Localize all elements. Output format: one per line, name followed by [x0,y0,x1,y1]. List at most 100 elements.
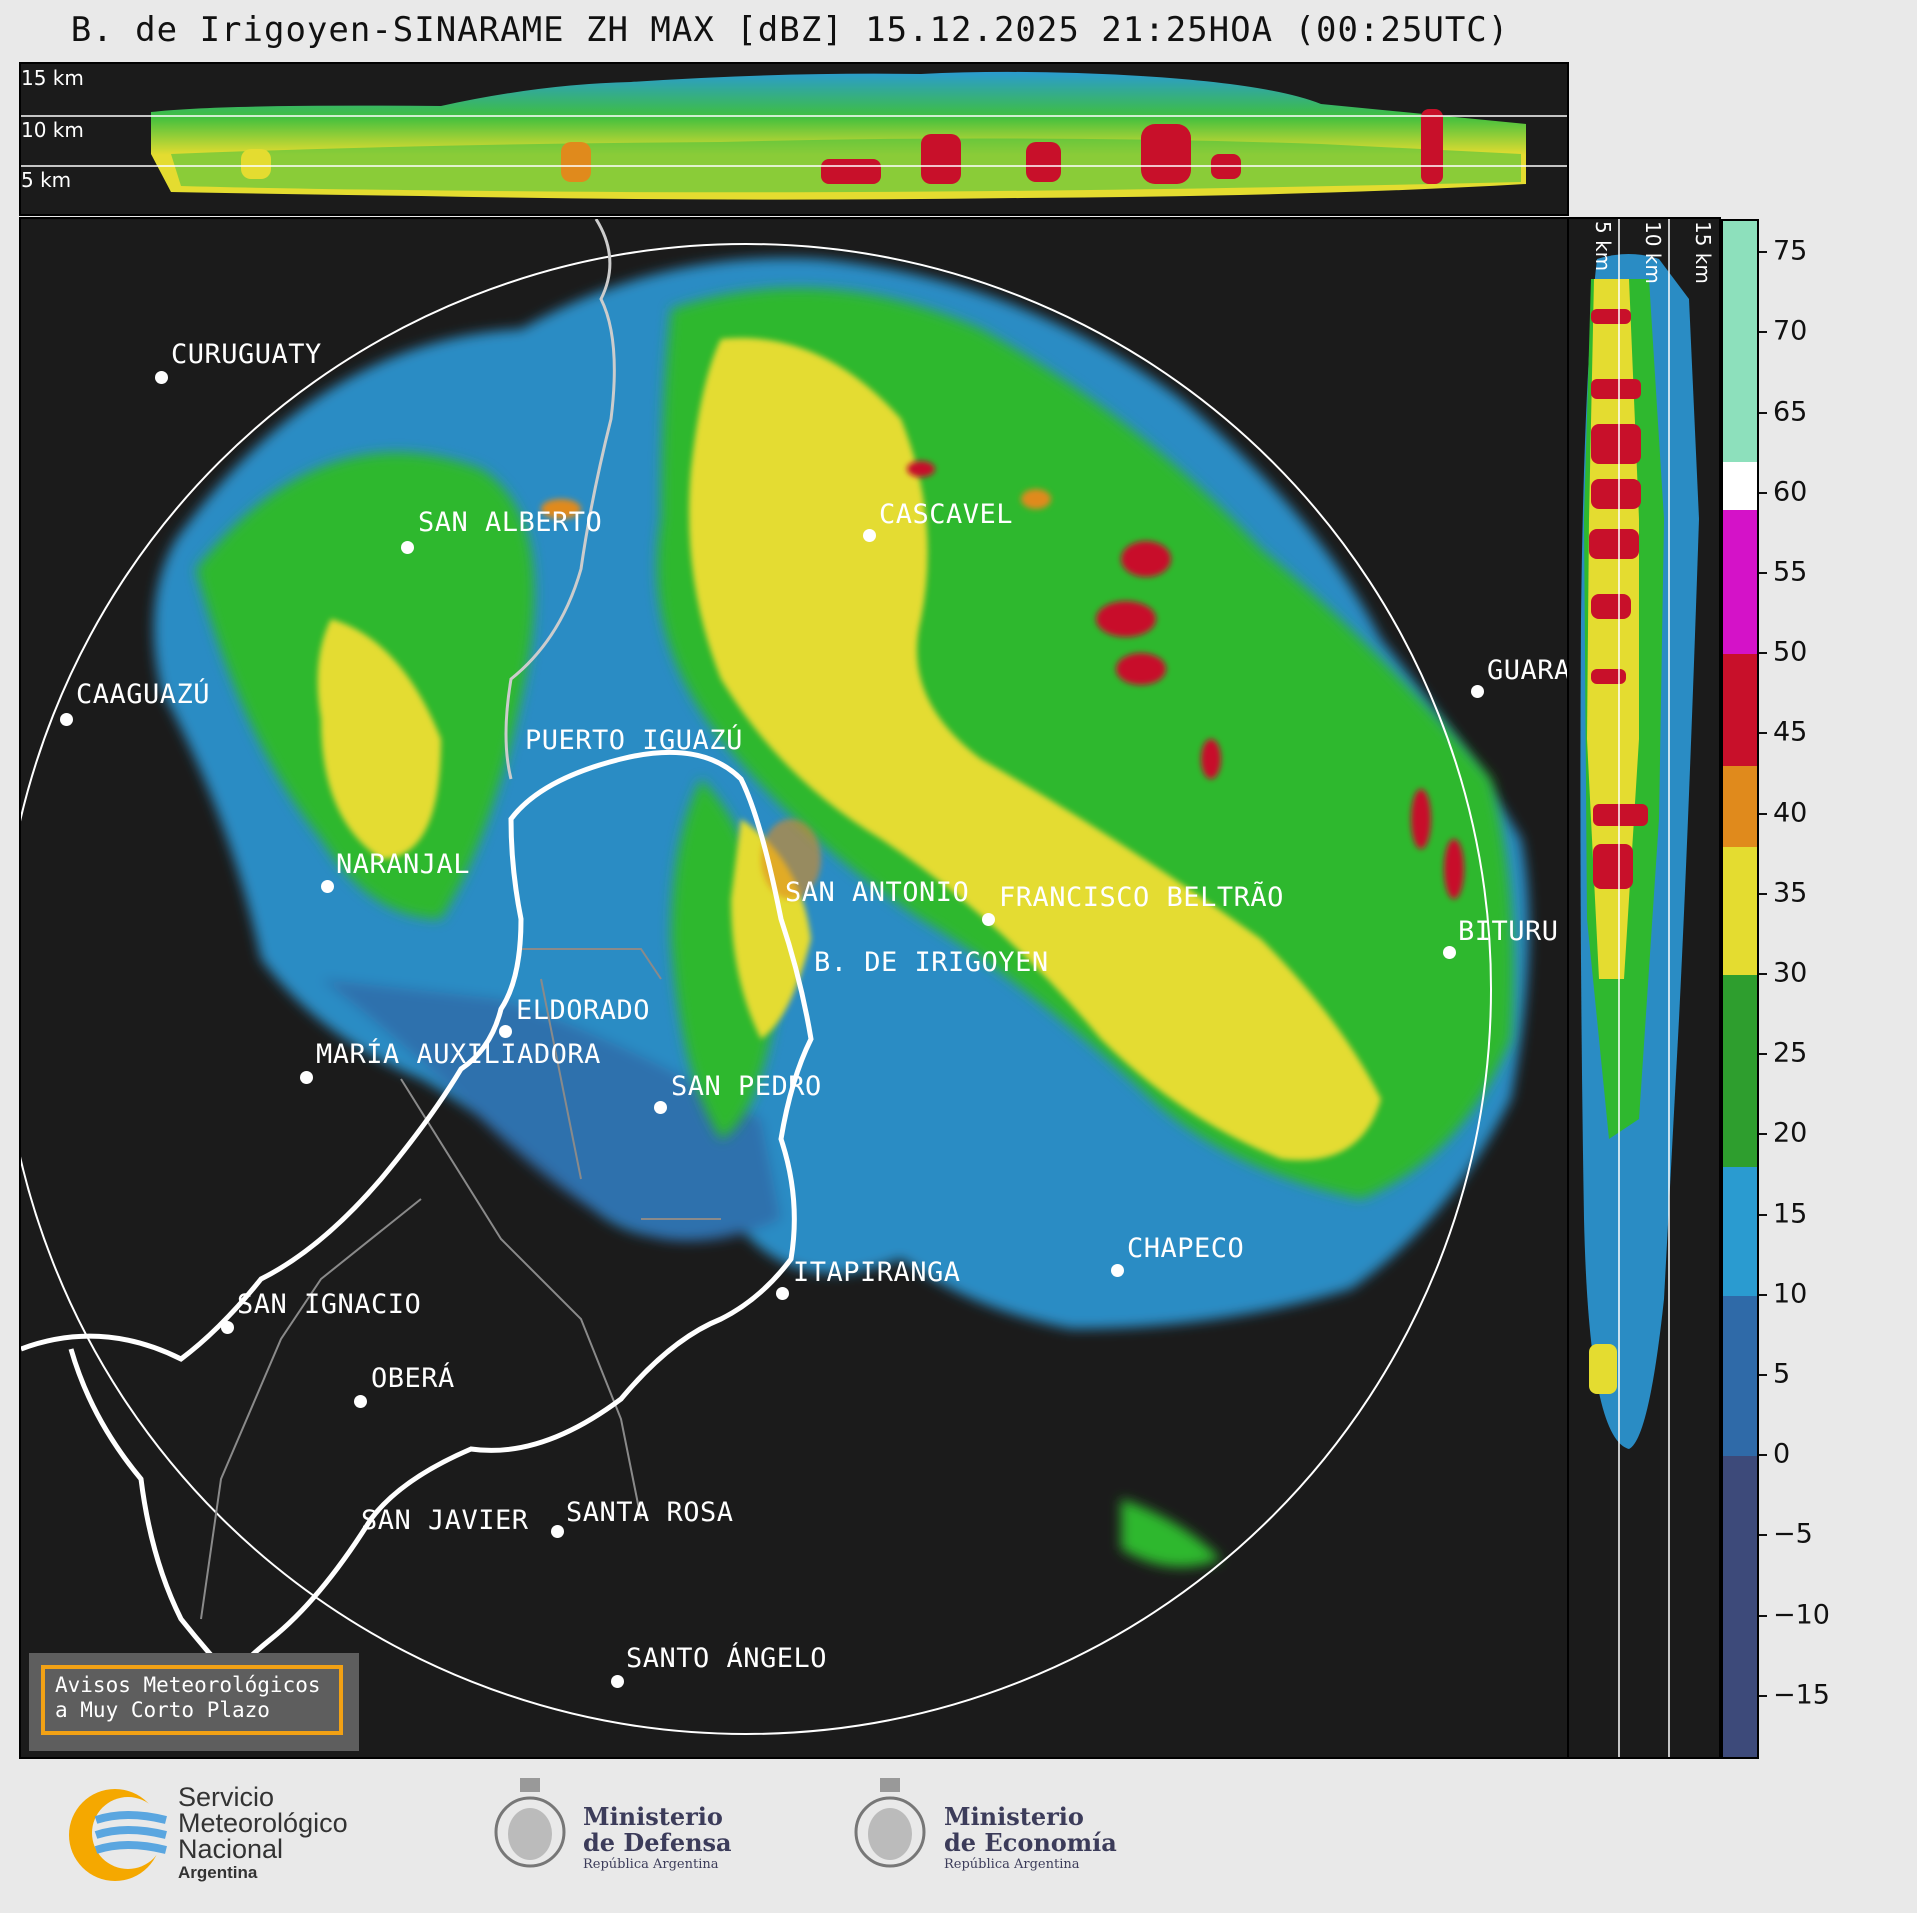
colorbar-segment [1723,461,1757,510]
side-profile-echo [1580,219,1699,1757]
height-label-15km-side: 15 km [1691,221,1715,284]
colorbar-tick-label: −5 [1773,1518,1813,1550]
colorbar-tick-label: 55 [1773,556,1808,588]
colorbar-segment [1723,1167,1757,1296]
aviso-box: Avisos Meteorológicos a Muy Corto Plazo [29,1653,359,1751]
city-dot-san-pedro [654,1101,667,1114]
city-label-puerto-iguazu: PUERTO IGUAZÚ [525,725,743,756]
city-dot-chapeco [1111,1264,1124,1277]
colorbar-tick-label: 70 [1773,315,1808,347]
height-label-10km: 10 km [21,118,84,142]
aviso-line-2: a Muy Corto Plazo [55,1698,270,1722]
city-dot-cascavel [863,529,876,542]
colorbar-segment [1723,509,1757,655]
smn-line-1: Servicio [178,1782,275,1812]
colorbar-tick-label: 65 [1773,396,1808,427]
aviso-frame: Avisos Meteorológicos a Muy Corto Plazo [41,1665,343,1735]
city-label-san-ignacio: SAN IGNACIO [237,1289,422,1320]
city-dot-guara [1471,685,1484,698]
economia-line-1: Ministerio [944,1802,1084,1831]
city-dot-san-alberto [401,541,414,554]
defensa-line-3: República Argentina [583,1857,719,1872]
colorbar-tick-label: 75 [1773,235,1808,267]
colorbar-tick-label: 10 [1773,1278,1808,1310]
colorbar-segment [1723,654,1757,767]
city-label-naranjal: NARANJAL [336,849,471,880]
height-label-5km: 5 km [21,168,72,192]
economia-logo-text: Ministerio de Economía República Argenti… [944,1804,1117,1874]
colorbar-tick-label: 50 [1773,636,1808,668]
city-dot-curuguaty [155,371,168,384]
city-label-curuguaty: CURUGUATY [171,339,322,370]
city-label-b-de-irigoyen: B. DE IRIGOYEN [814,947,1049,978]
logo-graphics [69,1778,926,1881]
city-dot-francisco-beltrao [982,913,995,926]
city-label-santa-rosa: SANTA ROSA [566,1497,734,1528]
top-profile-echo [21,71,1567,200]
colorbar-tick-label: 5 [1773,1358,1791,1390]
colorbar-segment [1723,846,1757,975]
city-dot-bituru [1443,946,1456,959]
colorbar-segment [1723,1456,1757,1757]
colorbar-tick-label: 0 [1773,1438,1791,1470]
colorbar-tick-label: 60 [1773,476,1808,508]
city-label-cascavel: CASCAVEL [879,499,1014,530]
colorbar-tick-label: 25 [1773,1037,1808,1069]
colorbar-segment [1723,221,1757,462]
smn-logo-icon [69,1789,167,1881]
colorbar-tick-label: −15 [1773,1679,1830,1711]
smn-line-2: Meteorológico [178,1808,348,1838]
height-label-15km: 15 km [21,66,84,90]
city-dot-santo-angelo [611,1675,624,1688]
colorbar-tick-label: 15 [1773,1198,1808,1230]
city-dot-itapiranga [776,1287,789,1300]
city-dot-naranjal [321,880,334,893]
economia-seal-icon [854,1778,926,1868]
defensa-logo-text: Ministerio de Defensa República Argentin… [583,1804,732,1874]
city-label-san-pedro: SAN PEDRO [671,1071,822,1102]
city-label-san-javier: SAN JAVIER [361,1505,529,1536]
top-height-profile: 15 km 10 km 5 km [19,62,1569,216]
colorbar-tick-label: 35 [1773,877,1808,909]
map-title: B. de Irigoyen-SINARAME ZH MAX [dBZ] 15.… [70,10,1510,50]
smn-logo-text: Servicio Meteorológico Nacional Argentin… [178,1784,348,1884]
city-dot-san-ignacio [221,1321,234,1334]
dbz-colorbar [1721,219,1759,1759]
smn-line-3: Nacional [178,1834,284,1864]
colorbar-tick-label: 20 [1773,1117,1808,1149]
city-label-itapiranga: ITAPIRANGA [793,1257,961,1288]
defensa-line-1: Ministerio [583,1802,723,1831]
city-label-san-antonio: SAN ANTONIO [785,877,970,908]
defensa-seal-icon [494,1778,566,1868]
city-label-eldorado: ELDORADO [516,995,651,1026]
radar-echo-layer [21,219,1529,1735]
city-dot-maria-auxiliadora [300,1071,313,1084]
footer-logos: Servicio Meteorológico Nacional Argentin… [0,1760,1917,1909]
city-label-santo-angelo: SANTO ÁNGELO [626,1643,828,1674]
height-label-10km-side: 10 km [1641,221,1665,284]
aviso-line-1: Avisos Meteorológicos [55,1673,321,1697]
radar-map-panel: CURUGUATY SAN ALBERTO CASCAVEL CAAGUAZÚ … [19,217,1569,1759]
city-dot-santa-rosa [551,1525,564,1538]
side-height-profile: 5 km 10 km 15 km [1569,217,1721,1759]
city-dot-eldorado [499,1025,512,1038]
smn-line-4: Argentina [178,1863,258,1882]
height-label-5km-side: 5 km [1591,221,1615,272]
city-label-bituru: BITURU [1458,916,1559,947]
city-label-guara: GUARA [1487,655,1569,686]
city-label-francisco-beltrao: FRANCISCO BELTRÃO [999,882,1284,913]
city-label-caaguazu: CAAGUAZÚ [76,679,211,710]
economia-line-2: de Economía [944,1828,1117,1857]
colorbar-tick-label: 45 [1773,716,1808,748]
colorbar-tick-label: −10 [1773,1599,1830,1631]
colorbar-tick-label: 40 [1773,797,1808,829]
economia-line-3: República Argentina [944,1857,1080,1872]
colorbar-tick-label: 30 [1773,957,1808,989]
colorbar-segment [1723,1295,1757,1457]
defensa-line-2: de Defensa [583,1828,732,1857]
city-label-san-alberto: SAN ALBERTO [418,507,603,538]
city-label-obera: OBERÁ [371,1363,455,1394]
colorbar-segment [1723,974,1757,1168]
city-dot-caaguazu [60,713,73,726]
city-label-chapeco: CHAPECO [1127,1233,1245,1264]
